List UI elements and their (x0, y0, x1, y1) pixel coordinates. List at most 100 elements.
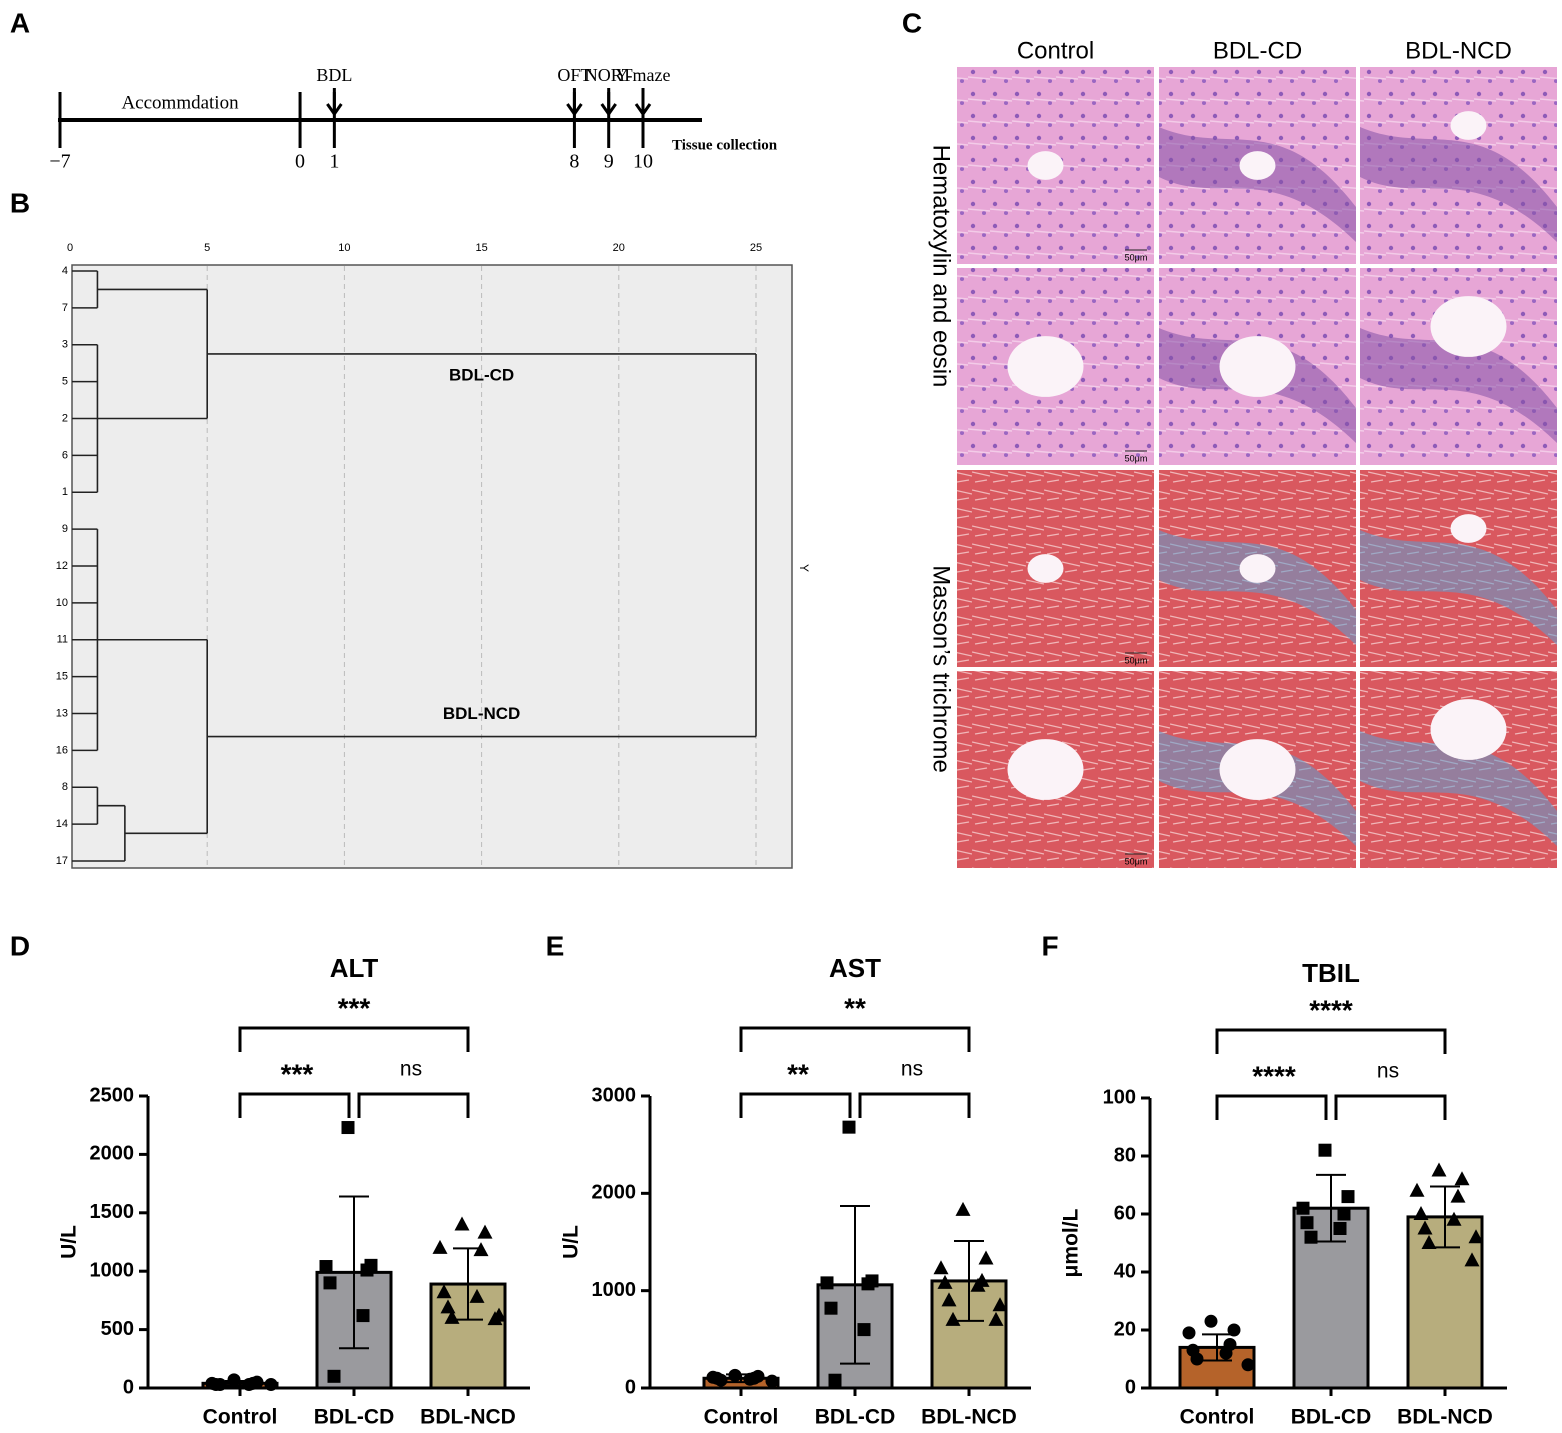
significance-bracket (1215, 1028, 1447, 1054)
leaf-label: 9 (62, 523, 68, 535)
timeline-tick-label: 8 (569, 151, 579, 173)
data-point (1409, 1182, 1425, 1197)
vessel (1450, 514, 1487, 543)
dendrogram-tick-label: 25 (750, 242, 762, 254)
event-label: Y-maze (616, 65, 671, 85)
y-tick-label: 60 (1114, 1202, 1136, 1224)
dendrogram-side-label: Y (797, 564, 811, 572)
x-tick-label: BDL-NCD (420, 1406, 516, 1429)
y-tick-label: 3000 (592, 1084, 637, 1106)
data-point (933, 1260, 949, 1275)
data-point (765, 1374, 779, 1388)
panel-label: A (10, 7, 30, 38)
chart-title: AST (829, 953, 881, 983)
data-point (857, 1323, 871, 1337)
significance-label: ns (1377, 1060, 1399, 1083)
data-point (356, 1309, 370, 1323)
data-point (454, 1216, 470, 1231)
timeline-tick-label: 10 (633, 151, 653, 173)
data-point (828, 1373, 842, 1387)
y-axis-label: U/L (560, 1225, 583, 1259)
significance-label: *** (281, 1058, 314, 1089)
data-point (955, 1201, 971, 1216)
x-tick-label: Control (1180, 1406, 1255, 1429)
histology-image (1360, 470, 1557, 667)
timeline-tick-label: −7 (49, 151, 70, 173)
y-axis-label: U/L (58, 1225, 81, 1259)
data-point (469, 1288, 485, 1303)
data-point (1190, 1352, 1204, 1366)
significance-label: **** (1252, 1060, 1296, 1091)
significance-label: ns (901, 1058, 923, 1081)
data-point (842, 1120, 856, 1134)
data-point (714, 1373, 728, 1387)
data-point (432, 1239, 448, 1254)
event-arrow (566, 88, 583, 117)
data-point (1341, 1190, 1355, 1204)
histology-image (1360, 67, 1557, 264)
vessel (1027, 151, 1064, 180)
data-point (264, 1377, 278, 1391)
y-tick-label: 0 (1125, 1376, 1136, 1398)
data-point (992, 1297, 1008, 1312)
y-tick-label: 1000 (592, 1279, 637, 1301)
data-point (1296, 1201, 1310, 1215)
error-bar (1202, 1333, 1232, 1362)
vessel (1219, 336, 1296, 397)
y-axis-label: μmol/L (1060, 1208, 1083, 1277)
leaf-label: 8 (62, 781, 68, 793)
significance-bracket (739, 1092, 852, 1118)
histology-image: 50μm (957, 67, 1154, 264)
panel-label: F (1041, 930, 1058, 961)
y-tick-label: 0 (123, 1376, 134, 1398)
data-point (1464, 1252, 1480, 1267)
significance-label: *** (338, 992, 371, 1023)
data-point (360, 1263, 374, 1277)
y-tick-label: 2500 (90, 1084, 135, 1106)
data-point (1304, 1230, 1318, 1244)
event-arrow (634, 88, 652, 117)
timeline-tick-label: 0 (295, 151, 305, 173)
data-point (440, 1299, 456, 1314)
timeline-end-label: Tissue collection (672, 137, 778, 153)
fibrosis (1360, 127, 1557, 242)
data-point (487, 1311, 503, 1326)
leaf-label: 5 (62, 376, 68, 388)
histology-row-label: Hematoxylin and eosin (928, 145, 955, 388)
fibrosis (1159, 530, 1356, 645)
leaf-label: 14 (56, 818, 68, 830)
vessel (1430, 699, 1507, 760)
data-point (861, 1277, 875, 1291)
data-point (327, 1369, 341, 1383)
dendrogram-tick-label: 10 (338, 242, 350, 254)
data-point (978, 1250, 994, 1265)
histology-image (1159, 671, 1356, 868)
data-point (1421, 1235, 1437, 1249)
data-point (728, 1368, 742, 1382)
y-tick-label: 100 (1103, 1086, 1136, 1108)
histology-image: 50μm (957, 470, 1154, 667)
event-label: OFT (557, 65, 591, 85)
y-tick-label: 80 (1114, 1144, 1136, 1166)
data-point (1300, 1216, 1314, 1230)
data-point (341, 1121, 355, 1135)
data-point (1337, 1207, 1351, 1221)
data-point (1417, 1220, 1433, 1235)
data-point (1227, 1323, 1241, 1337)
data-point (1241, 1358, 1255, 1372)
y-tick-label: 500 (101, 1318, 134, 1340)
significance-bracket (238, 1026, 470, 1052)
timeline-phase: Accommdation (121, 92, 239, 113)
leaf-label: 15 (56, 671, 68, 683)
event-label: NORT (585, 65, 633, 85)
x-tick-label: Control (203, 1406, 278, 1429)
dendrogram-tick-label: 5 (204, 242, 210, 254)
significance-label: ns (400, 1058, 422, 1081)
panel-label: D (10, 930, 30, 961)
leaf-label: 10 (56, 597, 68, 609)
y-tick-label: 1500 (90, 1201, 135, 1223)
y-tick-label: 40 (1114, 1260, 1136, 1282)
x-tick-label: BDL-CD (314, 1406, 394, 1429)
data-point (743, 1372, 757, 1386)
data-point (945, 1311, 961, 1326)
